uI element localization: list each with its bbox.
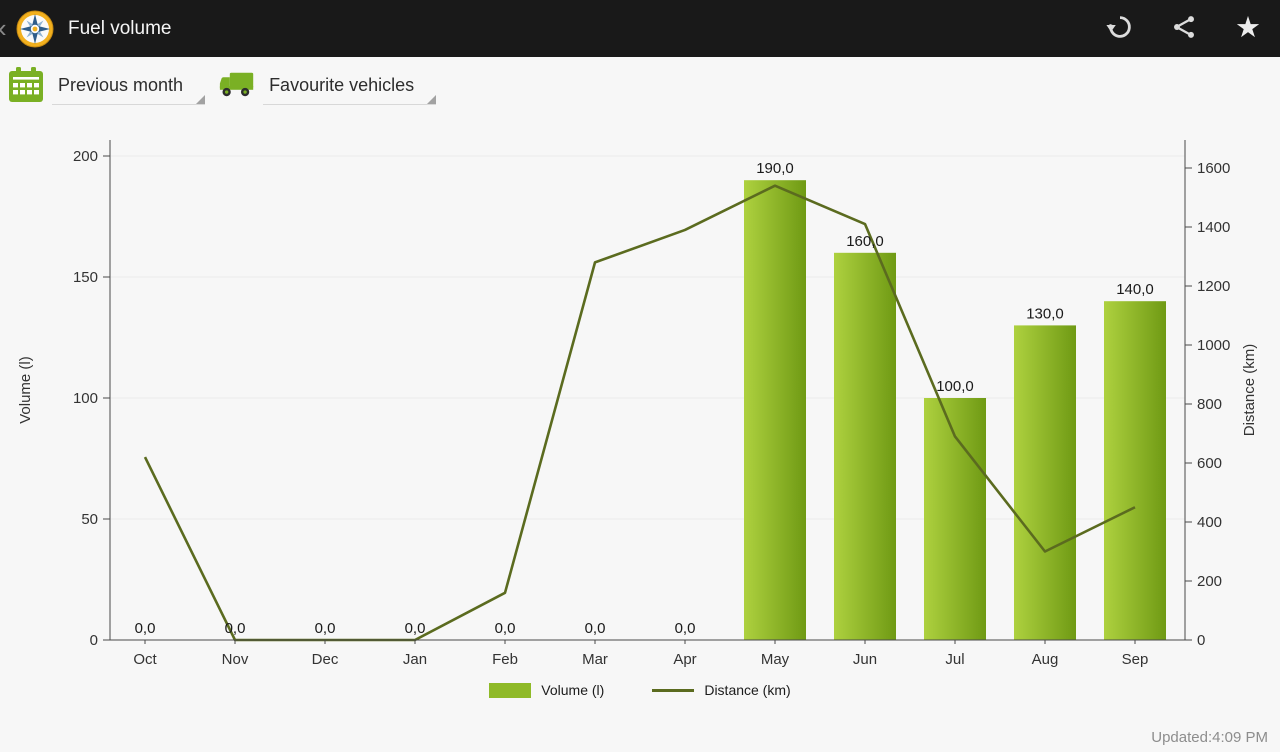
app-logo-compass-icon[interactable] <box>16 10 54 48</box>
legend-volume-label: Volume (l) <box>541 682 605 698</box>
refresh-icon <box>1105 12 1135 45</box>
refresh-button[interactable] <box>1088 0 1152 57</box>
svg-text:Dec: Dec <box>312 651 339 668</box>
period-spinner[interactable]: Previous month <box>52 67 206 105</box>
gridlines <box>110 155 1185 520</box>
svg-text:190,0: 190,0 <box>756 160 794 177</box>
svg-text:1400: 1400 <box>1197 219 1230 236</box>
svg-text:200: 200 <box>1197 573 1222 590</box>
svg-text:0,0: 0,0 <box>135 620 156 637</box>
chart-area: 0 50 100 150 200 0 200 400 600 800 1000 1200 1400 160… <box>0 130 1280 675</box>
svg-text:Mar: Mar <box>582 651 608 668</box>
share-button[interactable] <box>1152 0 1216 57</box>
svg-text:0,0: 0,0 <box>315 620 336 637</box>
updated-timestamp: Updated:4:09 PM <box>1151 729 1268 746</box>
action-bar: ‹ Fuel volume <box>0 0 1280 57</box>
right-axis-ticks: 0 200 400 600 800 1000 1200 1400 1600 <box>1185 160 1230 649</box>
period-spinner-value: Previous month <box>58 75 184 95</box>
svg-text:0,0: 0,0 <box>225 620 246 637</box>
axes <box>109 140 1186 641</box>
left-axis-ticks: 0 50 100 150 200 <box>73 148 110 649</box>
distance-swatch-icon <box>652 688 695 692</box>
svg-text:0,0: 0,0 <box>585 620 606 637</box>
vehicle-spinner-value: Favourite vehicles <box>269 75 415 95</box>
page-title: Fuel volume <box>68 17 172 39</box>
svg-text:Aug: Aug <box>1032 651 1059 668</box>
svg-text:May: May <box>761 651 790 668</box>
svg-text:1200: 1200 <box>1197 278 1230 295</box>
svg-text:200: 200 <box>73 148 98 165</box>
left-axis-title: Volume (l) <box>17 356 34 424</box>
legend-distance-label: Distance (km) <box>704 682 791 698</box>
svg-text:0: 0 <box>1197 632 1205 649</box>
star-icon: ★ <box>1235 12 1261 44</box>
svg-text:1000: 1000 <box>1197 337 1230 354</box>
svg-text:130,0: 130,0 <box>1026 305 1064 322</box>
bar-Jun <box>834 252 896 641</box>
distance-line <box>143 184 1136 642</box>
legend-item-volume: Volume (l) <box>489 682 604 698</box>
svg-text:50: 50 <box>81 511 98 528</box>
action-bar-actions: ★ <box>1088 0 1280 57</box>
back-chevron-icon[interactable]: ‹ <box>0 0 8 57</box>
bar-value-labels: 0,0 0,0 0,0 0,0 0,0 0,0 0,0 190,0 160,0 100,0 130,… <box>135 160 1154 637</box>
svg-text:Nov: Nov <box>222 651 249 668</box>
svg-text:0,0: 0,0 <box>405 620 426 637</box>
svg-text:160,0: 160,0 <box>846 233 884 250</box>
volume-swatch-icon <box>489 682 532 698</box>
svg-text:Oct: Oct <box>133 651 157 668</box>
svg-text:1600: 1600 <box>1197 160 1230 177</box>
svg-text:Jul: Jul <box>945 651 964 668</box>
bar-Aug <box>1014 325 1076 640</box>
volume-bars <box>744 180 1166 641</box>
svg-text:Feb: Feb <box>492 651 518 668</box>
svg-text:140,0: 140,0 <box>1116 281 1154 298</box>
fuel-volume-chart: 0 50 100 150 200 0 200 400 600 800 1000 1200 1400 160… <box>17 140 1258 668</box>
svg-text:800: 800 <box>1197 396 1222 413</box>
svg-text:0,0: 0,0 <box>495 620 516 637</box>
svg-text:Jan: Jan <box>403 651 427 668</box>
bar-May <box>744 180 806 640</box>
right-axis-title: Distance (km) <box>1241 344 1258 437</box>
legend-item-distance: Distance (km) <box>652 682 791 698</box>
bar-Sep <box>1104 301 1166 640</box>
favorite-button[interactable]: ★ <box>1216 0 1280 57</box>
share-icon <box>1170 13 1198 44</box>
svg-text:0,0: 0,0 <box>675 620 696 637</box>
vehicle-spinner[interactable]: Favourite vehicles <box>263 67 437 105</box>
svg-text:100: 100 <box>73 390 98 407</box>
x-axis-labels: Oct Nov Dec Jan Feb Mar Apr May Jun Jul Aug Sep <box>133 640 1148 668</box>
svg-text:600: 600 <box>1197 455 1222 472</box>
filter-toolbar: Previous month Favourite vehicles <box>0 57 1280 105</box>
svg-text:0: 0 <box>90 632 98 649</box>
truck-icon <box>219 67 255 103</box>
svg-text:150: 150 <box>73 269 98 286</box>
svg-text:100,0: 100,0 <box>936 378 974 395</box>
svg-text:Jun: Jun <box>853 651 877 668</box>
svg-text:Sep: Sep <box>1122 651 1149 668</box>
chart-legend: Volume (l) Distance (km) <box>0 675 1280 705</box>
svg-text:Apr: Apr <box>673 651 696 668</box>
svg-text:400: 400 <box>1197 514 1222 531</box>
calendar-icon <box>8 67 44 103</box>
